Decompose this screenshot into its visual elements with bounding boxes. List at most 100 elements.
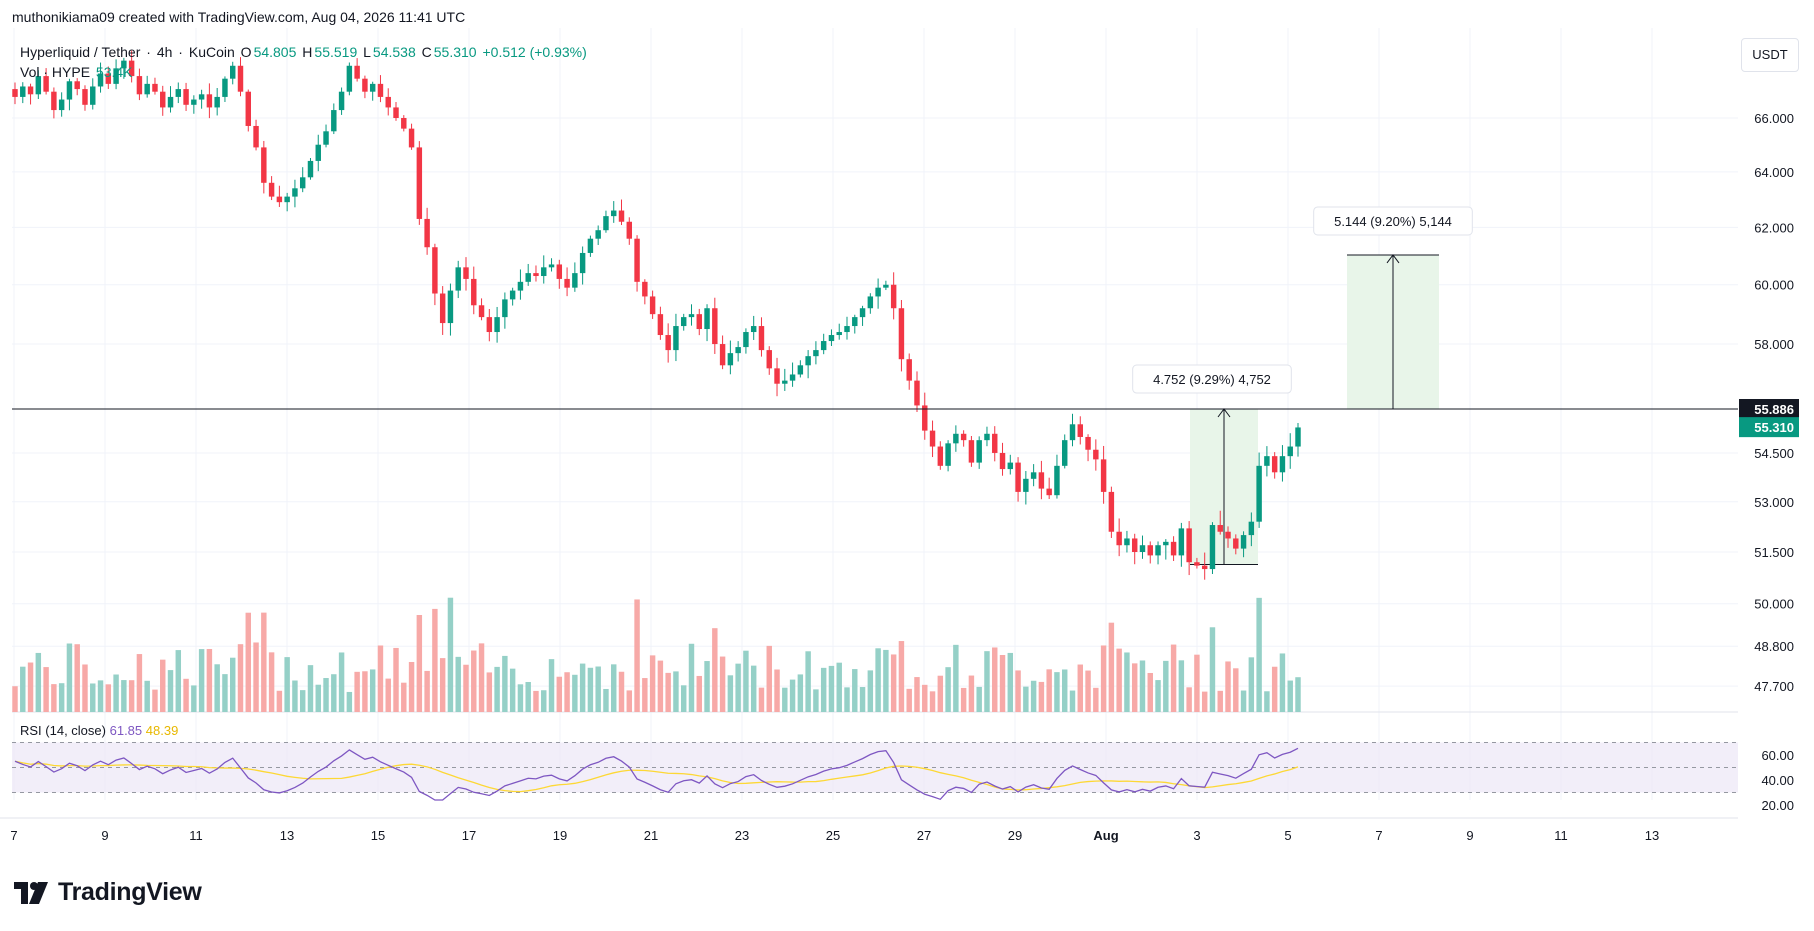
candle-body <box>844 326 850 333</box>
volume-bar <box>937 675 944 712</box>
candle-body <box>447 290 454 324</box>
candle-body <box>836 332 842 336</box>
symbol-name[interactable]: Hyperliquid / Tether <box>20 44 141 60</box>
volume-bar <box>377 645 384 712</box>
volume-bar <box>1225 661 1231 712</box>
candle-body <box>1093 449 1099 460</box>
volume-bar <box>618 671 625 712</box>
volume-bar <box>852 669 858 712</box>
volume-bar <box>245 612 251 712</box>
volume-bar <box>268 652 275 712</box>
volume-bar <box>945 667 951 712</box>
candle-body <box>222 78 228 97</box>
volume-bar <box>999 655 1006 712</box>
candle-body <box>1124 538 1130 546</box>
candle-body <box>245 91 251 126</box>
volume-bar <box>564 672 570 712</box>
volume-bar <box>1248 657 1255 712</box>
volume-bar <box>657 660 664 712</box>
candle-body <box>167 96 174 108</box>
open-label: O <box>240 44 252 60</box>
candle-body <box>992 433 998 453</box>
candle-body <box>502 299 508 318</box>
volume-bar <box>175 650 182 712</box>
volume-bar <box>90 683 96 712</box>
volume-bar <box>680 685 687 712</box>
volume-bar <box>471 650 477 712</box>
volume-label: Vol · HYPE <box>20 64 91 80</box>
candle-body <box>299 177 306 189</box>
volume-bar <box>43 667 49 712</box>
volume-bar <box>315 684 321 712</box>
low-label: L <box>363 44 371 60</box>
volume-bar <box>261 612 267 712</box>
candle-body <box>1225 531 1231 539</box>
candle-body <box>144 83 150 95</box>
volume-bar <box>1295 677 1301 712</box>
candle-body <box>1186 528 1192 563</box>
volume-bar <box>572 674 578 712</box>
candle-body <box>649 296 656 315</box>
volume-bar <box>1170 644 1177 712</box>
time-tick-label: Aug <box>1093 828 1118 843</box>
volume-bar <box>35 652 42 712</box>
candle-body <box>533 273 539 277</box>
volume-bar <box>867 670 874 712</box>
measure-tools[interactable]: 4.752 (9.29%) 4,752 5.144 (9.20%) 5,144 <box>1132 206 1473 565</box>
volume-bar <box>603 688 609 712</box>
candle-body <box>696 314 702 330</box>
volume-bar <box>820 667 827 712</box>
volume-bar <box>649 655 656 712</box>
volume-bar <box>1093 687 1099 712</box>
volume-bar <box>401 682 407 712</box>
candle-body <box>1030 472 1037 479</box>
candle-body <box>712 308 718 345</box>
volume-bar <box>331 674 337 712</box>
volume-bar <box>968 675 975 712</box>
volume-bar <box>206 648 213 712</box>
volume-bar <box>883 649 889 712</box>
price-tick-label: 53.000 <box>1754 495 1794 510</box>
volume-bar <box>338 652 345 712</box>
time-tick-label: 3 <box>1193 828 1200 843</box>
volume-bar <box>1046 669 1052 712</box>
candle-body <box>929 430 936 447</box>
tradingview-logo[interactable]: TradingView <box>14 878 202 907</box>
candle-body <box>27 86 34 95</box>
volume-bar <box>509 668 516 712</box>
candle-body <box>618 210 625 222</box>
candle-body <box>626 221 633 239</box>
volume-bar <box>774 669 780 712</box>
candle-body <box>478 305 485 318</box>
candle-body <box>82 89 88 105</box>
candle-body <box>292 188 298 197</box>
volume-bar <box>696 675 702 712</box>
volume-bar <box>1271 666 1278 712</box>
volume-bar <box>1085 670 1091 712</box>
candle-body <box>603 216 609 231</box>
currency-button[interactable]: USDT <box>1741 38 1799 72</box>
candle-body <box>743 332 749 348</box>
volume-bar <box>439 658 446 712</box>
candle-body <box>587 238 594 253</box>
time-tick-label: 27 <box>917 828 931 843</box>
volume-bar <box>719 656 726 712</box>
candle-body <box>253 125 259 148</box>
candle-body <box>1271 456 1278 473</box>
candlesticks[interactable] <box>12 50 1301 580</box>
volume-bar <box>307 665 314 712</box>
volume-bar <box>369 669 376 712</box>
volume-bar <box>828 665 835 712</box>
candle-body <box>1194 562 1200 566</box>
chart-attribution: muthonikiama09 created with TradingView.… <box>12 9 466 25</box>
candle-body <box>1279 456 1286 473</box>
candle-body <box>572 273 578 288</box>
close-label: C <box>421 44 432 60</box>
volume-bar <box>1116 648 1122 712</box>
volume-bar <box>688 643 695 712</box>
candle-body <box>937 446 944 466</box>
tradingview-logo-text: TradingView <box>58 878 202 906</box>
candle-body <box>914 380 920 406</box>
volume-bar <box>727 675 734 712</box>
